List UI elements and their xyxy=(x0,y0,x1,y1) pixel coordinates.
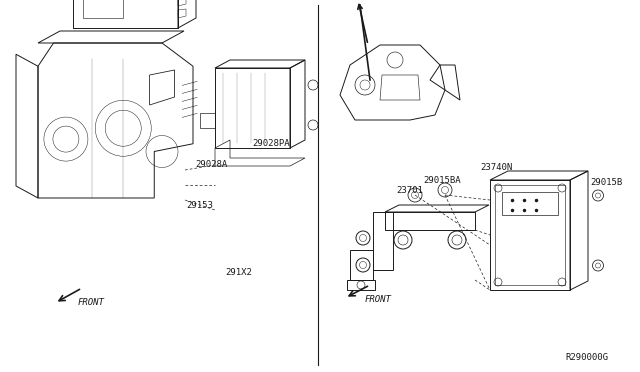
Text: 291X2: 291X2 xyxy=(225,268,252,277)
Text: R290000G: R290000G xyxy=(565,353,608,362)
Text: 29015BA: 29015BA xyxy=(423,176,461,185)
Text: 29028PA: 29028PA xyxy=(252,139,290,148)
Text: 23740N: 23740N xyxy=(480,163,512,172)
Text: 29028A: 29028A xyxy=(195,160,227,169)
Text: FRONT: FRONT xyxy=(365,295,392,304)
Text: 23701: 23701 xyxy=(396,186,423,195)
Text: FRONT: FRONT xyxy=(78,298,105,307)
Text: 29153: 29153 xyxy=(186,201,213,210)
Text: 29015B: 29015B xyxy=(590,178,622,187)
